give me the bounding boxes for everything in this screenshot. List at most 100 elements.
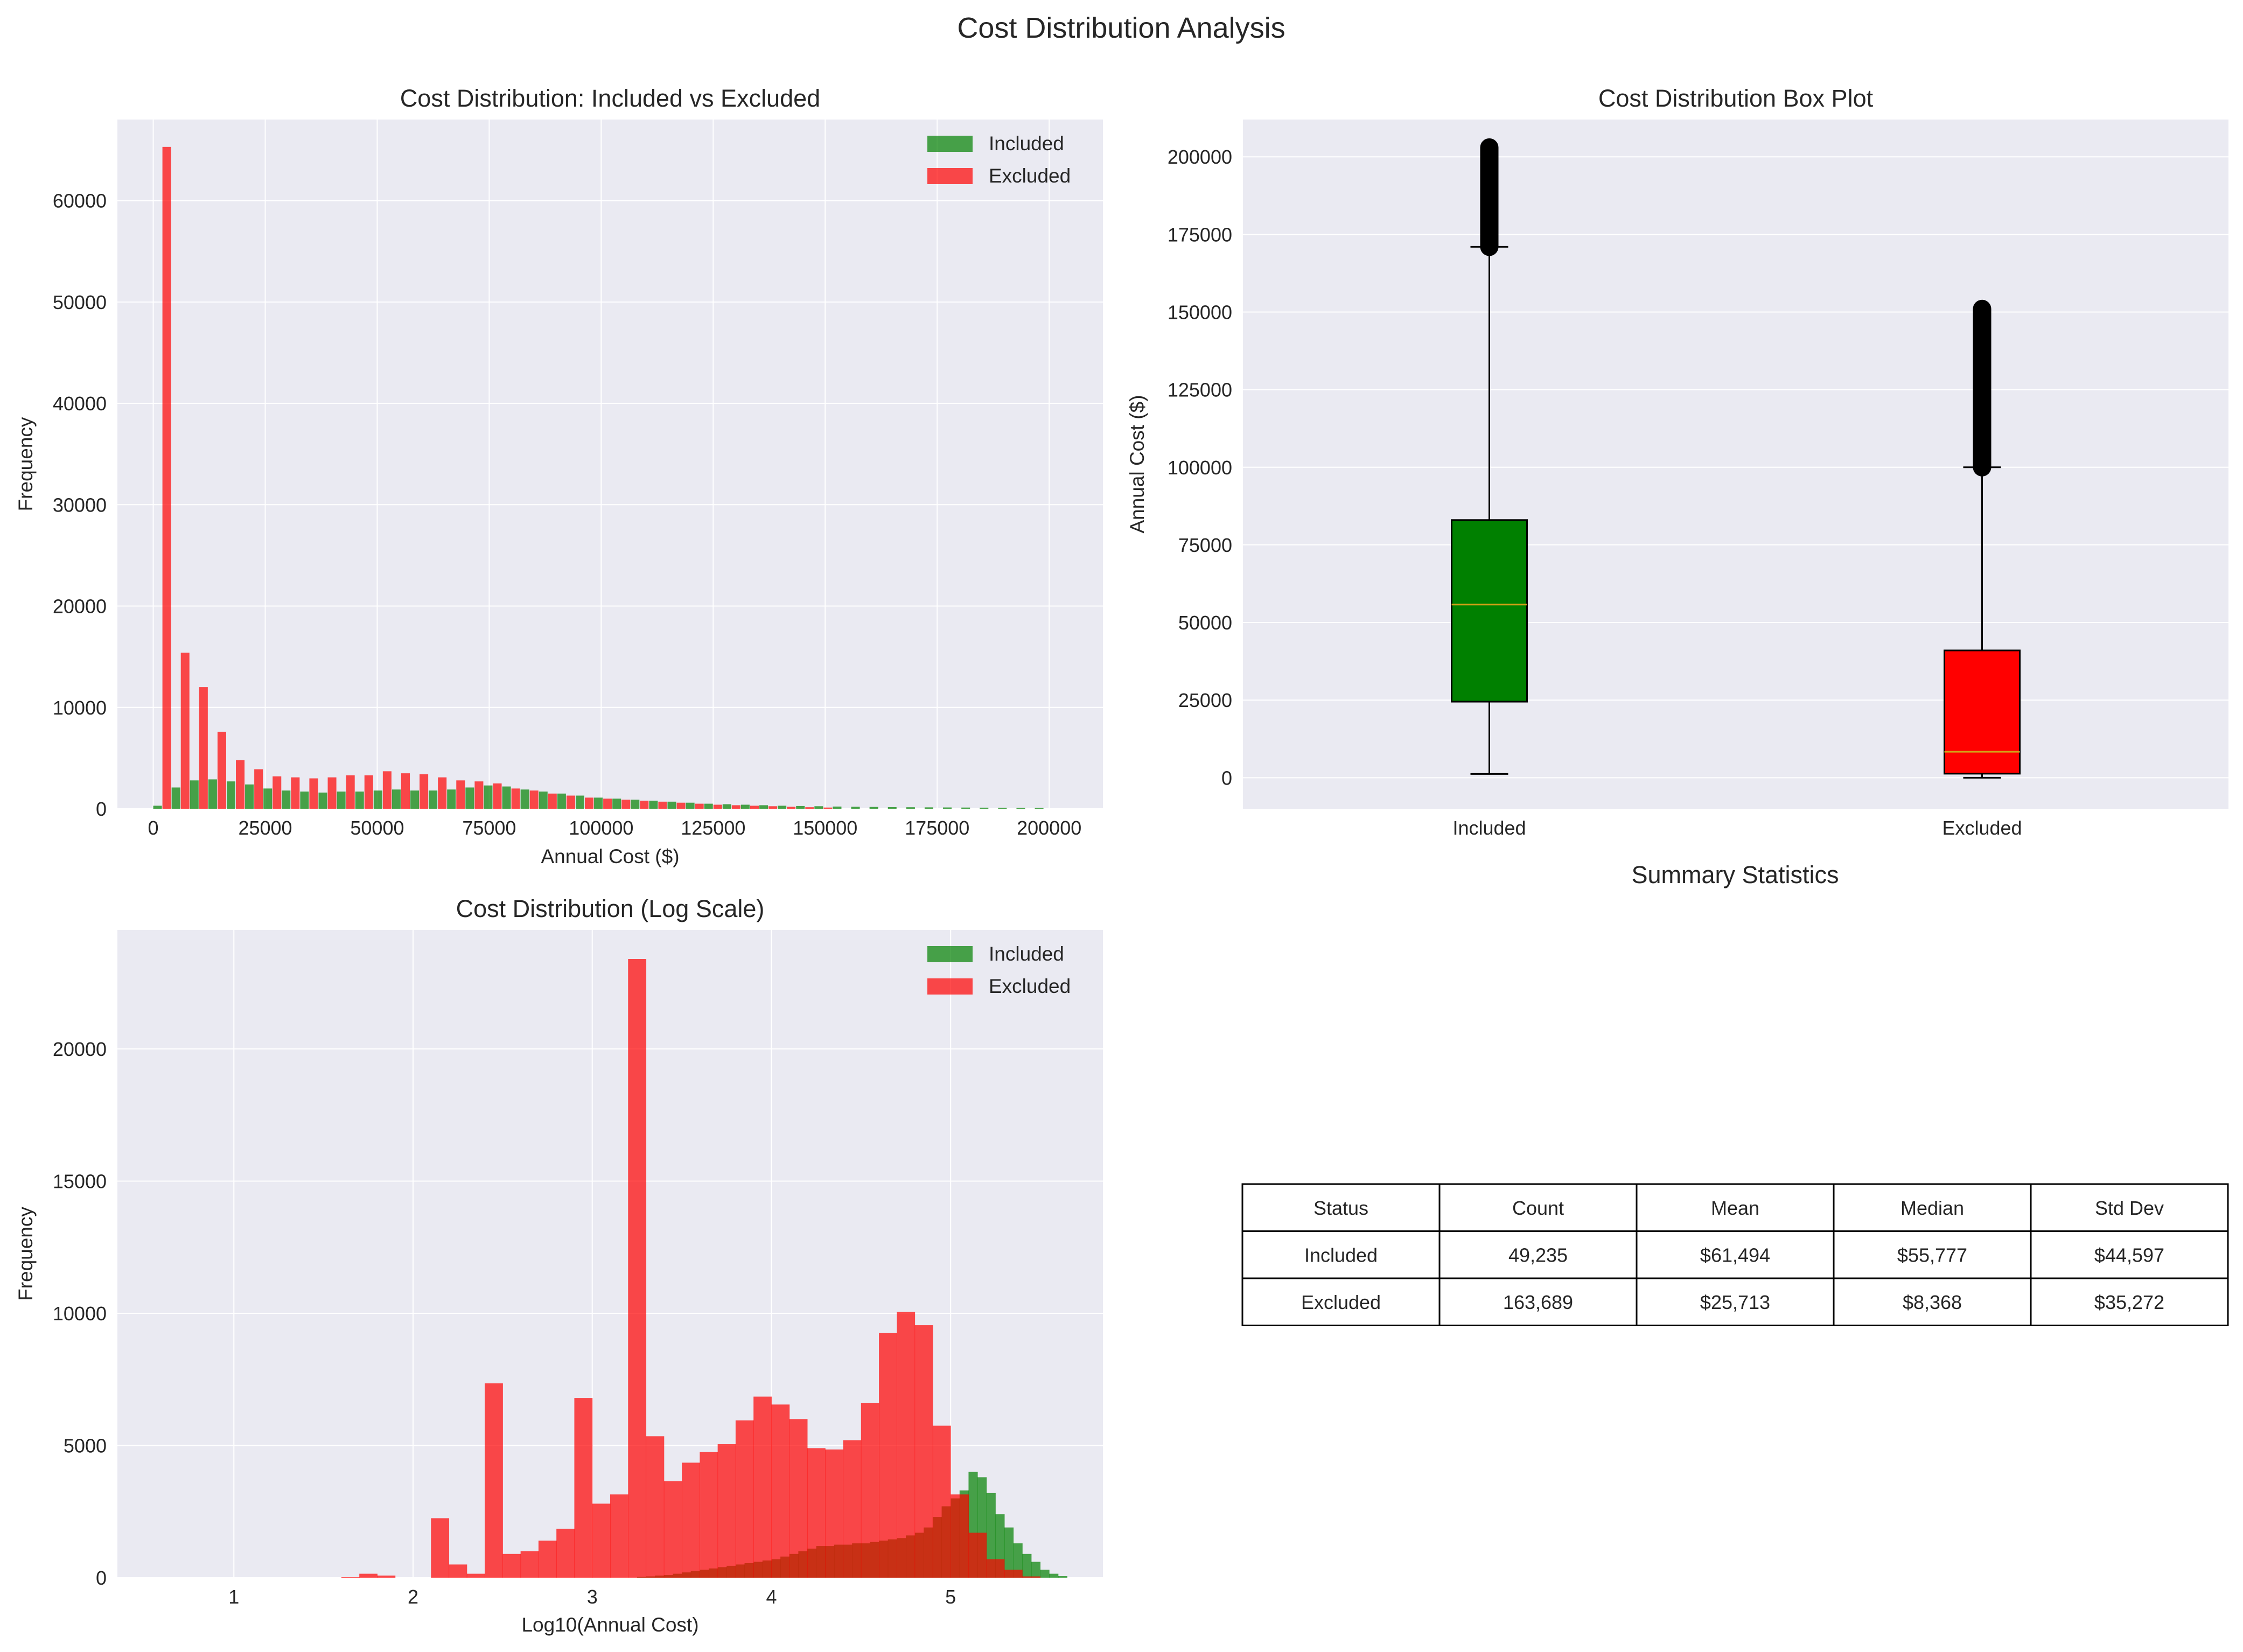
- box-included-category-label: Included: [1452, 817, 1526, 839]
- hist-bar-included: [502, 786, 511, 809]
- table-cell-text: $35,272: [2094, 1291, 2164, 1313]
- log-x-axis-label: Log10(Annual Cost): [521, 1614, 698, 1636]
- box-y-tick-label: 150000: [1168, 301, 1232, 323]
- hist-bar-included: [355, 792, 364, 809]
- hist-bar-included: [686, 802, 695, 809]
- hist-bar-excluded: [823, 807, 833, 809]
- hist-bar-included: [943, 807, 952, 809]
- log-legend-swatch: [927, 978, 973, 995]
- hist-bar-included: [612, 799, 621, 809]
- log-bar-included: [1022, 1553, 1032, 1578]
- table-cell: [1438, 1230, 1638, 1279]
- log-x-tick-label: 1: [228, 1586, 239, 1608]
- table-cell: [1438, 1277, 1638, 1326]
- hist-bar-excluded: [529, 790, 539, 809]
- hist-bar-included: [980, 807, 989, 809]
- hist-bar-excluded: [401, 773, 410, 809]
- log-bar-excluded: [574, 1398, 593, 1578]
- hist-bar-excluded: [327, 777, 337, 809]
- table-cell-text: $61,494: [1700, 1244, 1770, 1266]
- hist-bar-excluded: [162, 146, 171, 809]
- box-y-axis-label: Annual Cost ($): [1126, 395, 1148, 533]
- log-bar-excluded: [646, 1436, 665, 1578]
- box-y-tick-label: 75000: [1178, 534, 1232, 556]
- hist-legend-swatch: [927, 136, 973, 152]
- hist-bar-excluded: [566, 795, 575, 809]
- box-plot-panel: Cost Distribution Box Plot 0 25000 50000 750…: [1126, 85, 2228, 839]
- hist-bar-included: [447, 789, 456, 809]
- hist-bar-excluded: [474, 781, 484, 809]
- log-bar-excluded: [951, 1494, 969, 1578]
- table-cell-text: Excluded: [1301, 1291, 1381, 1313]
- hist-y-axis-label: Frequency: [15, 417, 37, 511]
- log-bar-included: [1058, 1576, 1067, 1578]
- log-y-tick-label: 0: [96, 1567, 107, 1589]
- hist-bar-included: [796, 806, 805, 809]
- log-bar-excluded: [932, 1425, 951, 1578]
- log-bar-included: [1013, 1543, 1023, 1578]
- hist-bar-included: [759, 805, 768, 809]
- box-y-tick-label: 50000: [1178, 612, 1232, 634]
- hist-bar-included: [906, 807, 915, 809]
- hist-bar-included: [226, 781, 236, 809]
- log-bar-excluded: [341, 1577, 360, 1578]
- hist-bar-included: [318, 792, 327, 809]
- table-header-text: Std Dev: [2095, 1197, 2164, 1219]
- log-bar-excluded: [359, 1573, 378, 1578]
- hist-y-tick-label: 0: [96, 798, 107, 820]
- table-header-text: Mean: [1711, 1197, 1759, 1219]
- hist-bar-excluded: [217, 731, 226, 809]
- hist-bar-included: [631, 800, 640, 809]
- box-y-tick-label: 0: [1221, 767, 1232, 789]
- log-bar-excluded: [968, 1532, 987, 1578]
- table-header-text: Median: [1900, 1197, 1964, 1219]
- box-included-box: [1451, 519, 1528, 703]
- log-bar-excluded: [986, 1559, 1005, 1578]
- log-bar-excluded: [610, 1494, 628, 1578]
- hist-legend-label: Excluded: [989, 165, 1071, 187]
- hist-bar-excluded: [456, 780, 465, 809]
- hist-bar-included: [484, 785, 493, 809]
- box-y-tick-label: 100000: [1168, 457, 1232, 479]
- hist-bar-included: [961, 807, 970, 809]
- hist-bar-included: [1016, 808, 1025, 809]
- log-bar-excluded: [1022, 1576, 1041, 1578]
- box-y-tick-label: 200000: [1168, 146, 1232, 168]
- log-bar-excluded: [717, 1444, 736, 1578]
- hist-bar-excluded: [658, 801, 667, 809]
- hist-bar-excluded: [805, 807, 814, 809]
- table-cell: [1636, 1277, 1835, 1326]
- hist-bar-included: [392, 789, 401, 809]
- hist-bar-included: [814, 806, 823, 809]
- hist-bar-included: [208, 779, 217, 809]
- hist-bar-included: [190, 780, 199, 809]
- hist-bar-included: [851, 807, 860, 809]
- log-y-axis-label: Frequency: [15, 1207, 37, 1301]
- table-cell: [1833, 1230, 2032, 1279]
- hist-bar-included: [833, 806, 842, 809]
- hist-bar-included: [153, 806, 162, 809]
- hist-bar-included: [282, 790, 291, 809]
- log-bar-included: [1040, 1570, 1050, 1578]
- log-bar-excluded: [485, 1383, 503, 1578]
- hist-bar-included: [924, 807, 933, 809]
- log-bar-excluded: [843, 1440, 862, 1578]
- hist-x-tick-label: 50000: [350, 817, 404, 839]
- log-bar-excluded: [753, 1396, 772, 1578]
- hist-bar-included: [429, 790, 438, 809]
- hist-bar-excluded: [382, 771, 392, 809]
- hist-plot-area: [117, 120, 1103, 809]
- hist-bar-included: [520, 789, 529, 809]
- table-cell-text: $25,713: [1700, 1291, 1770, 1313]
- hist-x-tick-label: 0: [148, 817, 159, 839]
- table-cell-text: 49,235: [1508, 1244, 1568, 1266]
- log-x-tick-label: 3: [587, 1586, 598, 1608]
- hist-bar-included: [888, 807, 897, 809]
- hist-x-tick-label: 100000: [569, 817, 633, 839]
- log-bar-excluded: [807, 1448, 826, 1578]
- log-y-tick-label: 5000: [64, 1434, 107, 1457]
- hist-bar-included: [245, 784, 254, 809]
- hist-bar-included: [1035, 808, 1044, 809]
- hist-bar-excluded: [511, 788, 520, 809]
- hist-bar-excluded: [731, 805, 740, 809]
